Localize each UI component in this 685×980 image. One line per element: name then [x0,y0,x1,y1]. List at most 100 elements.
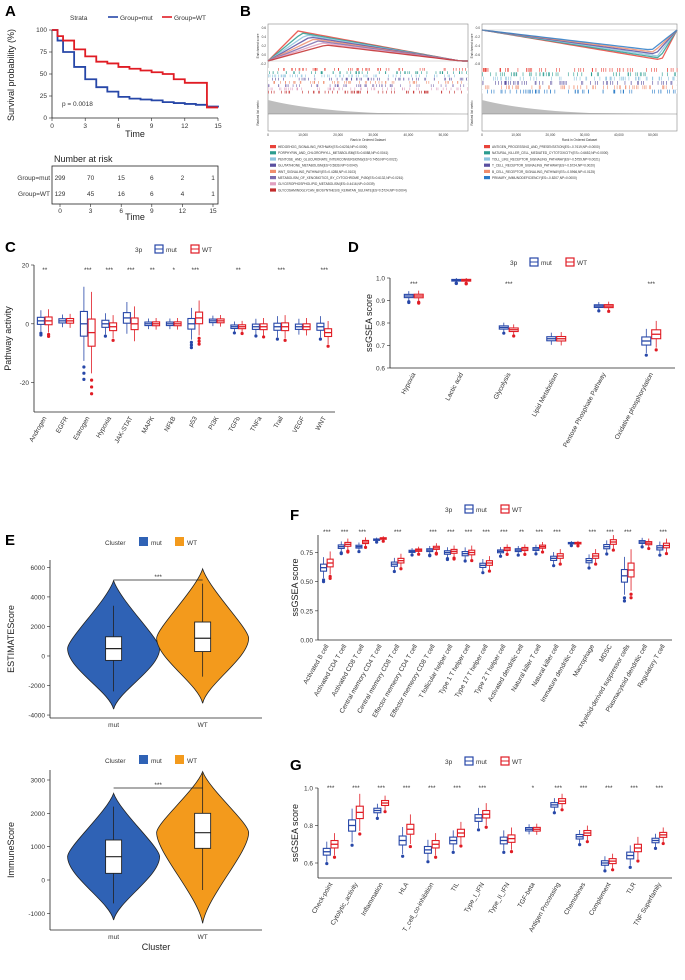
outlier-point [640,545,644,549]
hit-mark [486,68,488,72]
outlier-point [629,596,633,600]
x-axis-label: Rank in Ordered Dataset [350,138,385,142]
hit-mark [641,81,642,85]
hit-mark [518,81,519,85]
hit-mark [285,87,287,91]
hit-mark [302,90,303,94]
hit-mark [346,84,347,87]
hit-mark [382,87,383,91]
legend-key-mut [139,537,148,546]
hit-mark [639,72,641,77]
hit-mark [493,89,495,94]
hit-mark [385,84,386,87]
hit-mark [336,77,338,81]
outlier-point [644,353,648,357]
hit-mark [528,89,530,94]
hit-mark [393,81,395,84]
hit-mark [324,90,326,94]
hit-mark [586,76,588,81]
outlier-point [339,552,343,556]
hit-mark [312,81,314,84]
hit-mark [298,68,300,71]
outlier-point [426,860,430,864]
hit-mark [338,68,339,71]
hit-mark [530,89,531,94]
hit-mark [613,89,615,94]
hit-mark [623,89,624,94]
hit-mark [500,68,501,72]
hit-mark [354,87,356,91]
outlier-point [189,343,193,347]
hit-mark [659,76,661,81]
hit-mark [630,72,631,77]
hit-mark [663,85,664,90]
hit-mark [357,84,359,87]
risk-value: 16 [118,191,126,198]
hit-mark [508,81,509,85]
hit-mark [500,72,502,77]
hit-mark [594,76,595,81]
hit-mark [343,84,345,87]
hit-mark [482,72,483,77]
hit-mark [341,77,343,81]
hit-mark [669,89,670,94]
hit-mark [534,81,536,85]
hit-mark [422,68,424,71]
x-axis-label: Time [125,212,145,222]
hit-mark [513,72,515,77]
hit-mark [645,68,647,72]
y-tick-label: 0.9 [376,298,385,305]
hit-mark [513,81,514,85]
outlier-point [611,868,615,872]
hit-mark [281,90,282,94]
hit-mark [466,77,467,81]
hit-mark [639,76,641,81]
hit-mark [271,90,272,94]
hit-mark [635,76,636,81]
hit-mark [670,68,672,72]
outlier-point [399,567,403,571]
hit-mark [334,84,336,87]
hit-mark [355,74,357,78]
x-tick-label: TIL [450,881,461,893]
y-axis-label: Enrichment score [256,33,260,58]
x-tick-label: Hypoxia [400,371,417,395]
hit-mark [268,87,270,91]
x-tick-label: WNT [315,415,328,431]
hit-mark [444,68,446,71]
hit-mark [368,77,370,81]
hit-mark [631,89,633,94]
legend-label: TOLL_LIKE_RECEPTOR_SIGNALING_PATHWAY(ES=… [492,157,600,161]
outlier-point [197,336,201,340]
hit-mark [613,89,615,94]
hit-mark [593,85,594,90]
hit-mark [390,84,391,87]
hit-mark [356,90,358,94]
x-tick-label: Inflammation [360,881,385,917]
hit-mark [559,76,560,81]
hit-mark [622,89,624,94]
hit-mark [430,84,432,87]
hit-mark [501,89,503,94]
hit-mark [268,74,269,78]
hit-mark [280,74,282,78]
hit-mark [365,84,367,87]
hit-mark [440,71,441,74]
hit-mark [549,85,550,90]
enrichment-curve [267,44,468,62]
hit-mark [427,90,429,94]
hit-mark [538,85,540,90]
hit-mark [516,85,518,90]
hit-mark [546,89,548,94]
hit-mark [583,89,585,94]
hit-mark [426,74,427,78]
hit-mark [599,76,601,81]
hit-mark [379,84,380,87]
hit-mark [402,68,403,71]
hit-mark [337,90,338,94]
y-tick-label: 50 [40,71,48,78]
hit-mark [638,76,639,81]
hit-mark [424,68,425,71]
legend-key-wt [175,537,184,546]
hit-mark [674,89,676,94]
